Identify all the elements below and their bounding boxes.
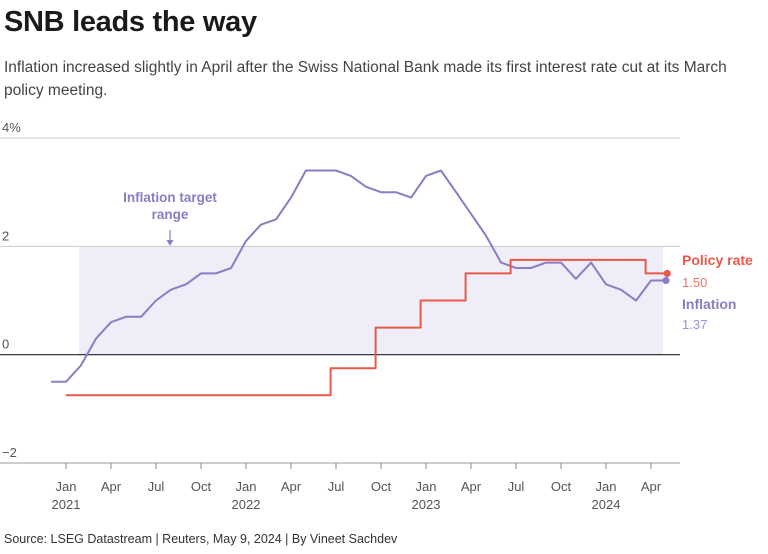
- x-tick-year: 2022: [232, 497, 261, 512]
- inflation-line: [51, 169, 666, 383]
- x-tick-label: Apr: [101, 479, 122, 494]
- source-note: Source: LSEG Datastream | Reuters, May 9…: [4, 532, 398, 546]
- x-axis: Jan 2021 Apr Jul Oct Jan 2022 Apr Jul Oct Jan 2023 A…: [52, 463, 662, 512]
- band-label-line: range: [152, 207, 189, 222]
- inflation-legend-name: Inflation: [682, 296, 736, 312]
- y-axis: 4% 2 0 −2: [0, 120, 680, 464]
- inflation-legend-value: 1.37: [682, 317, 707, 332]
- policy-rate-legend-value: 1.50: [682, 275, 707, 290]
- x-tick-label: Oct: [191, 479, 212, 494]
- x-tick-label: Jul: [508, 479, 525, 494]
- y-tick-label: 4%: [2, 120, 21, 135]
- x-tick-label: Apr: [641, 479, 662, 494]
- x-tick-label: Jan: [56, 479, 77, 494]
- x-tick-label: Jan: [416, 479, 437, 494]
- x-tick-year: 2021: [52, 497, 81, 512]
- y-tick-label: −2: [2, 445, 17, 460]
- x-tick-year: 2023: [412, 497, 441, 512]
- policy-rate-end-dot: [663, 269, 671, 278]
- x-tick-label: Jul: [328, 479, 345, 494]
- policy-rate-legend-name: Policy rate: [682, 252, 753, 268]
- x-tick-label: Jan: [596, 479, 617, 494]
- band-label-arrow-head: [166, 240, 174, 246]
- x-tick-label: Apr: [461, 479, 482, 494]
- series-lines: [51, 169, 671, 397]
- x-tick-label: Apr: [281, 479, 302, 494]
- chart-subtitle: Inflation increased slightly in April af…: [4, 59, 727, 99]
- x-tick-year: 2024: [592, 497, 621, 512]
- inflation-target-band: [79, 246, 663, 355]
- x-tick-label: Jul: [148, 479, 165, 494]
- series-legend: Inflation 1.37 Policy rate 1.50: [682, 252, 753, 332]
- band-label-line: Inflation target: [123, 190, 217, 205]
- x-tick-label: Jan: [236, 479, 257, 494]
- x-tick-label: Oct: [551, 479, 572, 494]
- x-tick-label: Oct: [371, 479, 392, 494]
- y-tick-label: 2: [2, 228, 9, 243]
- policy-rate-line: [66, 258, 668, 397]
- y-tick-label: 0: [2, 337, 9, 352]
- inflation-end-dot: [662, 276, 670, 285]
- inflation-target-annotation: Inflation target range: [123, 190, 217, 246]
- chart-title: SNB leads the way: [4, 6, 257, 38]
